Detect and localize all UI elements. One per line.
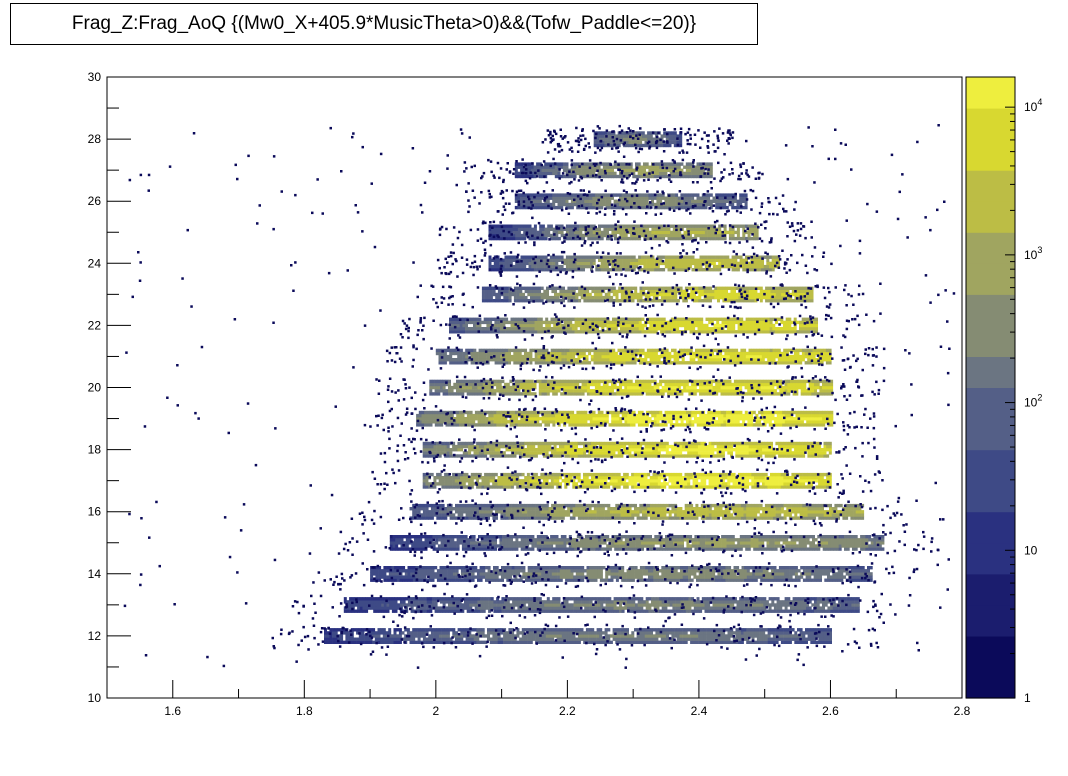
colorbar-tick-label: 103: [1024, 245, 1042, 262]
x-tick-label: 2.6: [822, 704, 839, 718]
y-tick-label: 30: [88, 70, 102, 84]
color-step: [966, 635, 1015, 668]
x-tick-label: 1.8: [296, 704, 313, 718]
color-step: [966, 511, 1015, 544]
color-step: [966, 108, 1015, 140]
chart-title: Frag_Z:Frag_AoQ {(Mw0_X+405.9*MusicTheta…: [10, 3, 758, 45]
x-tick-label: 2.8: [954, 704, 971, 718]
color-step: [966, 604, 1015, 637]
band-z-23: [430, 282, 865, 310]
color-step: [966, 480, 1015, 513]
color-scale-labels: 1 10 102 103 104: [1024, 97, 1042, 705]
y-tick-label: 14: [88, 567, 102, 581]
band-z-15: [337, 530, 934, 558]
y-tick-label: 24: [88, 256, 102, 270]
band-z-28: [541, 126, 735, 154]
band-z-20: [377, 375, 886, 403]
color-step: [966, 232, 1015, 264]
y-axis-tick-labels: 10 12 14 16 18 20 22 24 26 28 30: [88, 70, 102, 705]
band-z-25: [438, 219, 813, 247]
y-tick-label: 16: [88, 505, 102, 519]
color-step: [966, 139, 1015, 171]
x-tick-label: 2.4: [691, 704, 708, 718]
band-z-27: [463, 157, 764, 185]
band-z-12: [271, 623, 880, 651]
color-step: [966, 573, 1015, 606]
x-tick-label: 1.6: [164, 704, 181, 718]
y-tick-label: 22: [88, 318, 102, 332]
band-z-17: [371, 468, 884, 496]
y-tick-label: 10: [88, 691, 102, 705]
color-step: [966, 263, 1015, 295]
x-tick-label: 2.2: [559, 704, 576, 718]
color-step: [966, 449, 1015, 482]
band-z-16: [361, 499, 918, 527]
y-tick-label: 12: [88, 629, 102, 643]
color-step: [966, 201, 1015, 233]
band-z-22: [401, 313, 861, 341]
y-tick-label: 20: [88, 381, 102, 395]
color-scale-bar: [965, 76, 1016, 699]
y-tick-label: 28: [88, 132, 102, 146]
band-z-19: [363, 406, 876, 434]
colorbar-tick-label: 10: [1024, 543, 1038, 557]
x-axis-tick-labels: 1.6 1.8 2 2.2 2.4 2.6 2.8: [164, 704, 970, 718]
color-step: [966, 77, 1015, 109]
heatmap-cells: [123, 124, 956, 669]
colorbar-tick-label: 1: [1024, 691, 1031, 705]
color-step: [966, 542, 1015, 575]
band-z-21: [386, 344, 886, 372]
colorbar-tick-label: 104: [1024, 97, 1042, 114]
color-step: [966, 170, 1015, 202]
band-z-13: [291, 592, 912, 620]
colorbar-tick-label: 102: [1024, 393, 1042, 410]
axis-ticks: [106, 76, 963, 699]
color-step: [966, 667, 1015, 699]
band-z-18: [379, 437, 879, 465]
color-step: [966, 418, 1015, 451]
y-tick-label: 26: [88, 194, 102, 208]
background-scatter: [123, 124, 956, 669]
band-z-24: [436, 250, 833, 279]
y-tick-label: 18: [88, 443, 102, 457]
band-z-26: [465, 188, 797, 216]
band-z-14: [317, 561, 919, 589]
color-step: [966, 356, 1015, 388]
color-step: [966, 294, 1015, 326]
color-step: [966, 387, 1015, 420]
color-step: [966, 325, 1015, 357]
x-tick-label: 2: [433, 704, 440, 718]
